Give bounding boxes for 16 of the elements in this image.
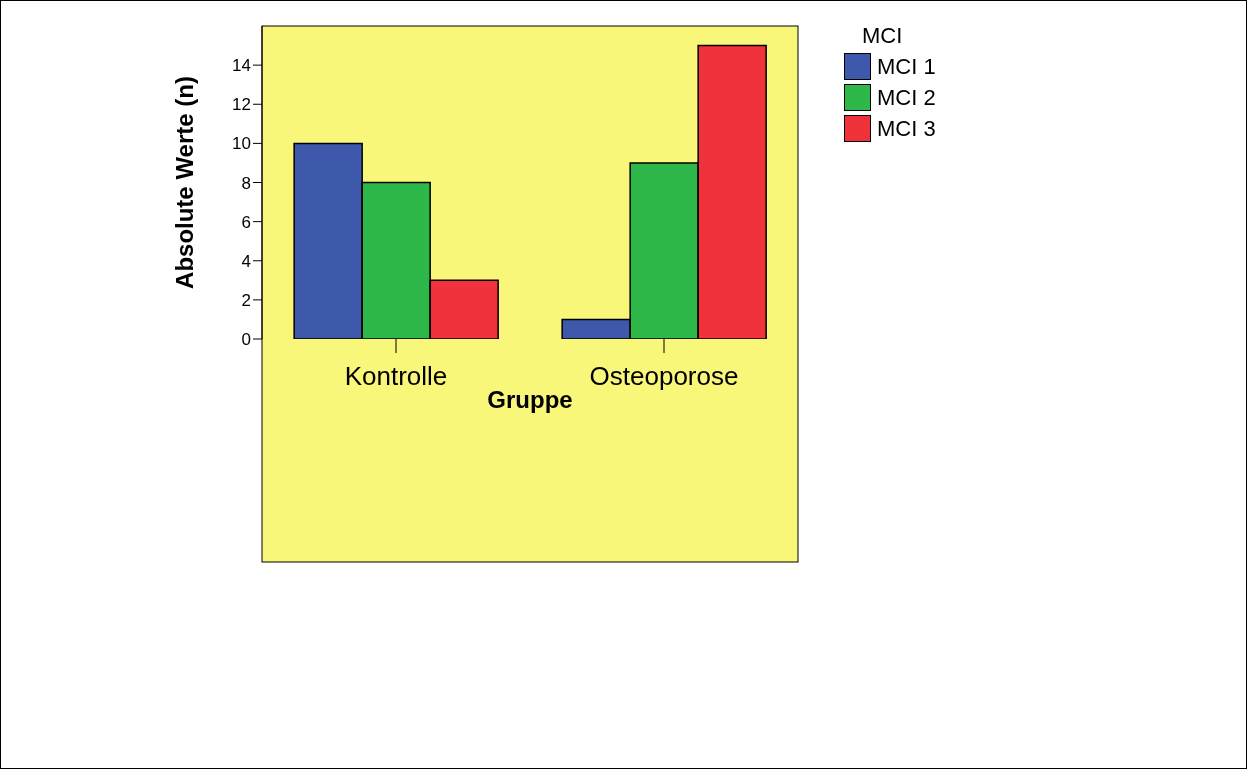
y-tick-label: 14: [232, 56, 251, 76]
x-axis-title: Gruppe: [487, 386, 573, 414]
y-tick-label: 10: [232, 134, 251, 154]
legend-label: MCI 3: [877, 115, 936, 142]
y-axis-title: Absolute Werte (n): [170, 76, 198, 289]
legend-label: MCI 1: [877, 53, 936, 80]
y-tick-label: 2: [241, 290, 251, 310]
x-tick-label: Osteoporose: [589, 361, 739, 392]
y-tick-label: 4: [241, 251, 251, 271]
x-tick-label: Kontrolle: [344, 361, 448, 392]
legend-title: MCI: [862, 23, 904, 49]
y-tick-label: 12: [232, 95, 251, 115]
y-tick-label: 6: [241, 212, 251, 232]
y-tick-label: 0: [241, 330, 251, 350]
legend-label: MCI 2: [877, 84, 936, 111]
y-tick-label: 8: [241, 173, 251, 193]
